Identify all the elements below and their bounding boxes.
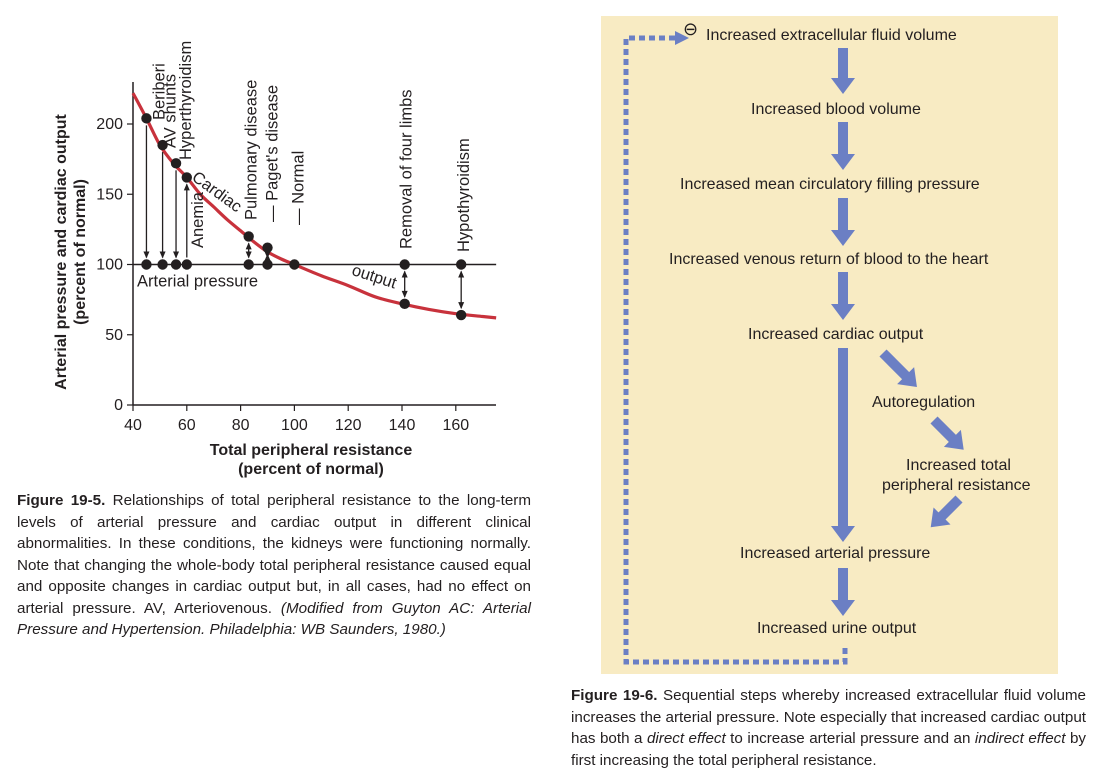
step-mean-circulatory-filling-pressure: Increased mean circulatory filling press… [680, 176, 980, 193]
co-point-paget-s-disease [262, 242, 273, 253]
feedback-minus-symbol: ⊖ [683, 19, 699, 39]
condition-label-paget-s-disease: — Paget's disease [264, 85, 282, 222]
arrow-s7-s8 [930, 495, 963, 528]
step-total-peripheral-resistance-line1: Increased total [906, 457, 1011, 474]
flow-diagram-panel: ⊖ Increased extracellular fluid volume I… [601, 16, 1058, 674]
x-tick-label-80: 80 [232, 417, 250, 434]
figure-19-6-text-1: Sequential steps whereby increased extra… [571, 687, 1087, 747]
arrowhead-up-hypothyroidism [458, 270, 465, 278]
y-tick-label-100: 100 [96, 257, 123, 274]
step-venous-return: Increased venous return of blood to the … [669, 251, 989, 268]
flow-diagram-arrows [623, 31, 964, 665]
ap-point-beriberi [141, 259, 152, 270]
figure-19-6-label: Figure 19-6. [571, 687, 658, 704]
step-arterial-pressure: Increased arterial pressure [740, 545, 931, 562]
condition-label-av-shunts: AV shunts [162, 74, 180, 148]
x-tick-label-160: 160 [442, 417, 469, 434]
step-total-peripheral-resistance-line2: peripheral resistance [882, 477, 1031, 494]
condition-label-beriberi: Beriberi [150, 63, 168, 120]
figure-19-6-text-2: to increase arterial pressure and an [725, 730, 975, 747]
arrowhead-up-paget-s-disease [264, 253, 271, 261]
feedback-arrowhead [675, 31, 689, 45]
figure-19-5-caption: Figure 19-5. Relationships of total peri… [17, 490, 531, 641]
condition-label-removal-of-four-limbs: Removal of four limbs [398, 89, 416, 249]
step-blood-volume: Increased blood volume [751, 101, 921, 118]
arrow-s2-s3 [831, 122, 855, 170]
condition-label-normal: — Normal [289, 151, 307, 225]
co-point-av-shunts [157, 139, 168, 151]
step-extracellular-fluid-volume: Increased extracellular fluid volume [706, 27, 957, 44]
x-axis-title-line1: Total peripheral resistance [210, 442, 413, 459]
arrowhead-up-removal-of-four-limbs [401, 270, 408, 278]
arrow-s6-s7 [930, 416, 964, 450]
y-tick-label-200: 200 [96, 116, 123, 133]
co-point-beriberi [141, 113, 152, 124]
arterial-pressure-label: Arterial pressure [137, 273, 258, 291]
feedback-loop-path [623, 35, 848, 665]
arrowhead-down-removal-of-four-limbs [401, 290, 408, 298]
co-point-pulmonary-disease [243, 231, 254, 242]
figure-19-5-label: Figure 19-5. [17, 492, 106, 509]
figure-19-6-direct-effect: direct effect [646, 730, 726, 747]
co-point-anemia [181, 172, 192, 183]
x-axis-title-line2: (percent of normal) [238, 461, 384, 478]
ap-point-removal-of-four-limbs [399, 259, 410, 270]
figure-19-5-citation: (Modified from Guyton AC: Arterial Press… [17, 599, 531, 639]
arrowhead-down-beriberi [143, 251, 150, 259]
figure-19-6-caption: Figure 19-6. Sequential steps whereby in… [571, 685, 1086, 771]
x-tick-label-140: 140 [389, 417, 416, 434]
arrow-s5-s8-direct [831, 348, 855, 542]
y-axis-title-line2: (percent of normal) [72, 179, 89, 325]
step-autoregulation: Autoregulation [872, 394, 976, 411]
ap-point-anemia [181, 259, 192, 270]
co-point-removal-of-four-limbs [399, 298, 410, 310]
arrow-s3-s4 [831, 198, 855, 246]
ap-point-pulmonary-disease [243, 259, 254, 270]
arrowhead-down-hypothyroidism [458, 302, 465, 310]
y-tick-label-150: 150 [96, 186, 123, 203]
ap-point-av-shunts [157, 259, 168, 270]
ap-point-hypothyroidism [455, 259, 467, 270]
step-cardiac-output: Increased cardiac output [748, 326, 924, 343]
step-urine-output: Increased urine output [757, 620, 917, 637]
arrowhead-down-pulmonary-disease [245, 251, 252, 259]
arrowhead-up-anemia [183, 183, 190, 191]
figure-19-6-indirect-effect: indirect effect [974, 730, 1066, 747]
condition-label-pulmonary-disease: Pulmonary disease [243, 80, 261, 220]
condition-label-anemia: Anemia [189, 191, 207, 248]
x-tick-label-60: 60 [178, 417, 196, 434]
co-point-hyperthyroidism [170, 158, 182, 169]
ap-point-hyperthyroidism [170, 259, 182, 270]
condition-label-hypothyroidism: Hypothyroidism [455, 138, 473, 252]
figure-19-5-text: Relationships of total peripheral resist… [17, 492, 531, 617]
figure-19-6-text-3: by first increasing the total peripheral… [571, 730, 1086, 769]
arrowhead-down-av-shunts [159, 251, 166, 259]
y-tick-label-50: 50 [105, 327, 123, 344]
x-tick-label-100: 100 [281, 417, 308, 434]
ap-point-paget-s-disease [262, 259, 273, 270]
arrow-s5-s6 [879, 349, 917, 387]
y-tick-label-0: 0 [114, 397, 123, 414]
arrow-s1-s2 [831, 48, 855, 94]
co-point-hypothyroidism [455, 309, 467, 321]
arrow-s4-s5 [831, 272, 855, 320]
arrow-s8-s9 [831, 568, 855, 616]
tpr-chart: Total peripheral resistance (percent of … [53, 41, 497, 478]
arrowhead-down-hyperthyroidism [173, 251, 180, 259]
condition-label-hyperthyroidism: Hyperthyroidism [177, 41, 195, 160]
x-tick-label-40: 40 [124, 417, 142, 434]
ap-point-normal [289, 259, 300, 270]
arrowhead-up-pulmonary-disease [245, 242, 252, 250]
y-axis-title-line1: Arterial pressure and cardiac output [53, 114, 70, 390]
x-tick-label-120: 120 [335, 417, 362, 434]
